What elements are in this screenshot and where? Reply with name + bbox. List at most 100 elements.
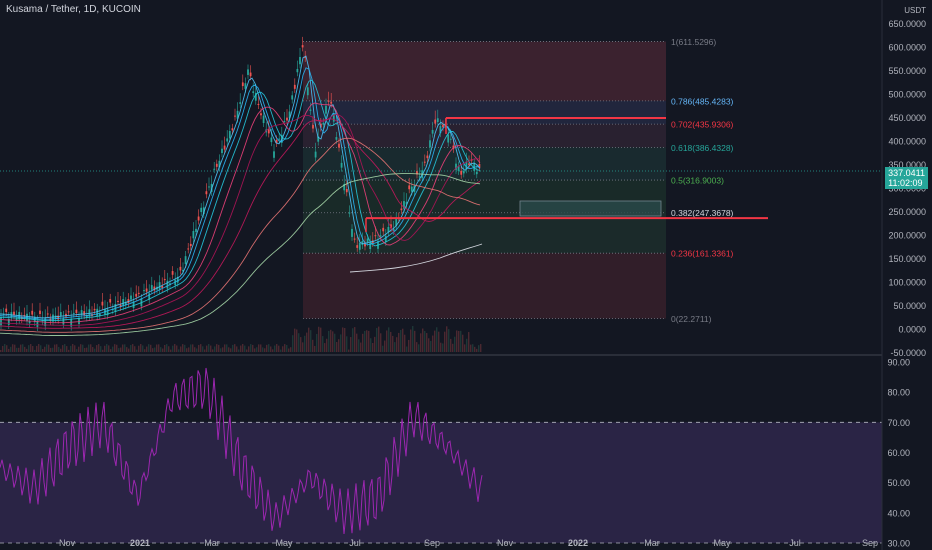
fibonacci-retracement: 1(611.5296) 0.786(485.4283) 0.702(435.9306… bbox=[303, 37, 734, 324]
volume-bar bbox=[106, 344, 108, 352]
time-tick-label: Nov bbox=[59, 538, 76, 548]
volume-bar bbox=[280, 349, 282, 352]
volume-bar bbox=[404, 334, 406, 352]
volume-bar bbox=[326, 338, 328, 352]
volume-bar bbox=[430, 340, 432, 352]
volume-bar bbox=[296, 329, 298, 352]
candle-body bbox=[439, 126, 442, 134]
volume-bar bbox=[340, 334, 342, 352]
volume-bar bbox=[16, 347, 18, 352]
volume-bar bbox=[138, 345, 140, 352]
candle-body bbox=[57, 315, 60, 320]
candle-body bbox=[132, 301, 135, 309]
volume-bar bbox=[56, 344, 58, 352]
candle-body bbox=[462, 170, 465, 174]
candle-body bbox=[457, 166, 460, 171]
candle-body bbox=[306, 87, 309, 96]
candle-body bbox=[400, 208, 403, 211]
volume-bar bbox=[422, 328, 424, 352]
volume-bar bbox=[162, 348, 164, 352]
candle-body bbox=[208, 186, 210, 188]
time-tick-label: May bbox=[713, 538, 731, 548]
volume-bar bbox=[54, 344, 56, 352]
volume-bar bbox=[208, 344, 210, 352]
volume-bar bbox=[370, 338, 372, 352]
volume-bar bbox=[462, 334, 464, 352]
volume-bar bbox=[310, 330, 312, 352]
candle-body bbox=[234, 115, 236, 117]
price-tick-label: 550.0000 bbox=[888, 66, 926, 76]
volume-bar bbox=[228, 347, 230, 352]
volume-bar bbox=[396, 337, 398, 352]
price-area bbox=[0, 36, 882, 352]
price-tick-label: 350.0000 bbox=[888, 160, 926, 170]
candle-body bbox=[192, 230, 195, 239]
volume-bar bbox=[464, 344, 466, 352]
candle-body bbox=[392, 228, 395, 232]
volume-bar bbox=[202, 346, 204, 352]
volume-bar bbox=[174, 344, 176, 352]
time-tick-label: Mar bbox=[204, 538, 220, 548]
volume-bar bbox=[324, 343, 326, 352]
candle-body bbox=[7, 318, 10, 325]
volume-bar bbox=[418, 344, 420, 352]
volume-bar bbox=[388, 327, 390, 352]
candle-body bbox=[431, 129, 434, 134]
volume-bar bbox=[18, 347, 20, 352]
volume-bar bbox=[358, 339, 360, 352]
volume-bar bbox=[224, 344, 226, 352]
rsi-tick-label: 90.00 bbox=[887, 358, 910, 368]
volume-bar bbox=[376, 328, 378, 352]
volume-bar bbox=[184, 344, 186, 352]
volume-bar bbox=[420, 333, 422, 352]
candle-body bbox=[130, 295, 132, 300]
volume-bar bbox=[148, 344, 150, 352]
time-tick-label: Sep bbox=[424, 538, 440, 548]
volume-bar bbox=[274, 345, 276, 352]
candle-body bbox=[202, 207, 205, 214]
candle-body bbox=[340, 162, 343, 168]
volume-bar bbox=[270, 346, 272, 352]
volume-bar bbox=[386, 330, 388, 352]
candle-body bbox=[15, 318, 18, 321]
candle-body bbox=[78, 317, 80, 325]
rsi-tick-label: 60.00 bbox=[887, 448, 910, 458]
candle-body bbox=[223, 145, 226, 150]
volume-bar bbox=[320, 327, 322, 352]
price-tick-label: 0.0000 bbox=[898, 325, 926, 335]
volume-bar bbox=[392, 335, 394, 352]
volume-bar bbox=[58, 346, 60, 352]
volume-bar bbox=[218, 344, 220, 352]
candle-body bbox=[478, 163, 481, 168]
last-price-tag: 337.0411 11:02:09 bbox=[885, 167, 928, 189]
volume-bar bbox=[28, 345, 30, 352]
candle-body bbox=[270, 137, 273, 143]
volume-bar bbox=[276, 344, 278, 352]
volume-bar bbox=[156, 344, 158, 352]
fib-level-label: 0(22.2711) bbox=[671, 314, 712, 324]
candle-body bbox=[312, 125, 314, 129]
volume-bar bbox=[338, 339, 340, 352]
moving-average-line bbox=[0, 118, 481, 329]
candle-body bbox=[358, 242, 361, 250]
volume-bar bbox=[342, 327, 344, 352]
volume-bar bbox=[316, 333, 318, 352]
price-tick-label: 200.0000 bbox=[888, 231, 926, 241]
candle-body bbox=[405, 201, 408, 205]
candle-body bbox=[408, 185, 411, 190]
volume-bar bbox=[236, 346, 238, 352]
candle-body bbox=[384, 235, 387, 242]
price-tick-label: 100.0000 bbox=[888, 278, 926, 288]
volume-bar bbox=[238, 349, 240, 352]
volume-bar bbox=[284, 344, 286, 352]
candle-body bbox=[171, 271, 174, 275]
volume-bar bbox=[266, 344, 268, 352]
candle-body bbox=[327, 100, 330, 102]
volume-bar bbox=[168, 346, 170, 352]
volume-bar bbox=[44, 346, 46, 352]
volume-bar bbox=[76, 349, 78, 352]
volume-bar bbox=[158, 344, 160, 352]
volume-bar bbox=[36, 345, 38, 352]
candle-body bbox=[322, 122, 325, 125]
candle-body bbox=[161, 285, 164, 288]
